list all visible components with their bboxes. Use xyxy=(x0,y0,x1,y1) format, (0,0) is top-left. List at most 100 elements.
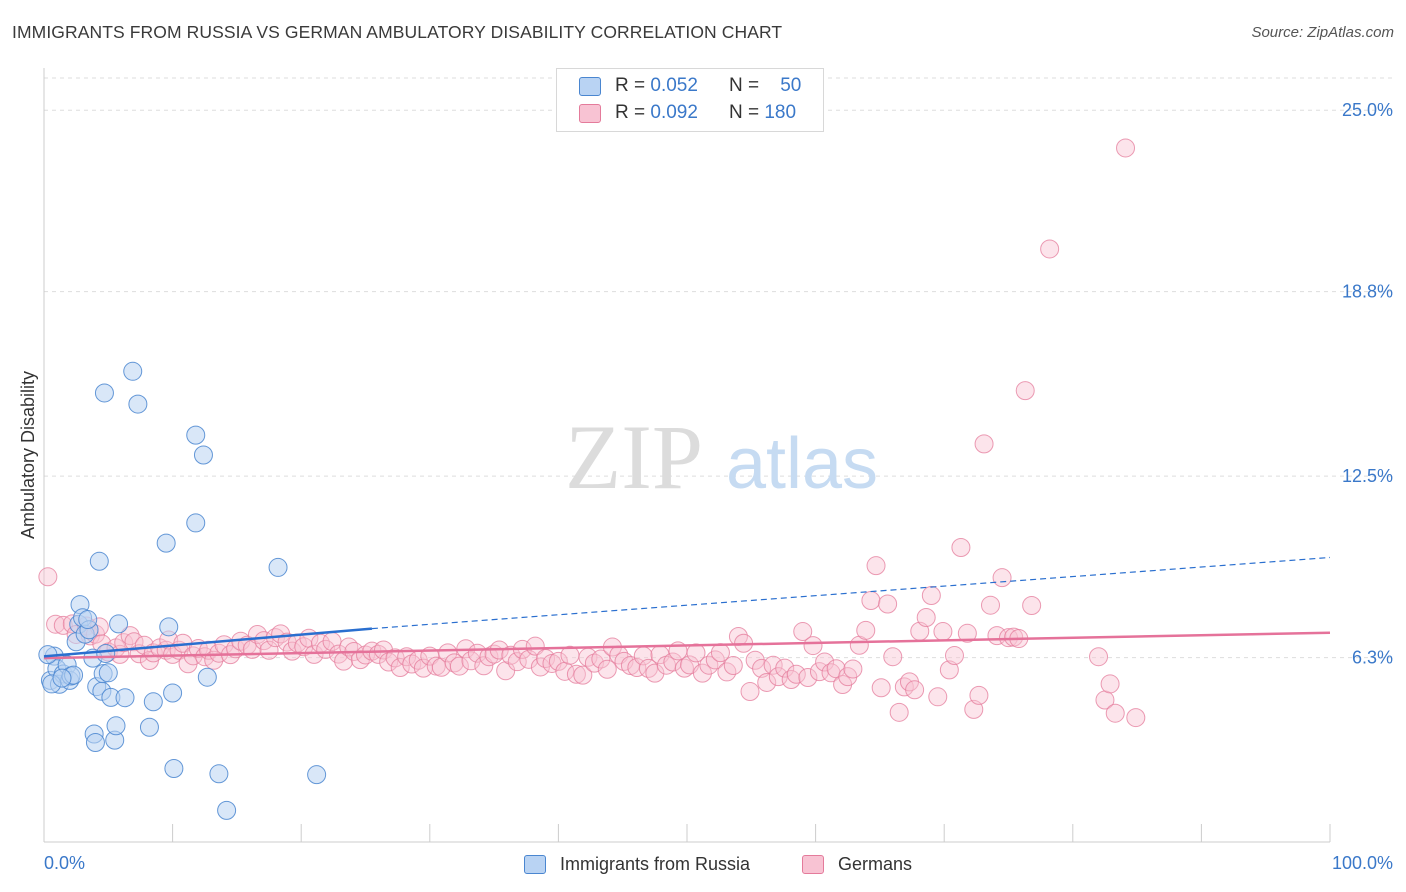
german-point xyxy=(798,667,818,687)
russia-point xyxy=(186,513,206,533)
russia-point xyxy=(106,716,126,736)
trend-lines xyxy=(43,556,1331,660)
german-point xyxy=(964,699,984,719)
german-point xyxy=(1015,381,1035,401)
legend-n-value: 180 xyxy=(764,102,797,123)
german-point xyxy=(254,631,274,651)
german-point xyxy=(374,640,394,660)
russia-point xyxy=(209,764,229,784)
german-point xyxy=(740,682,760,702)
german-point xyxy=(883,647,903,667)
german-point xyxy=(479,647,499,667)
german-point xyxy=(939,660,959,680)
russia-point xyxy=(139,717,159,737)
german-point xyxy=(905,680,925,700)
russia-points xyxy=(38,361,327,820)
german-point xyxy=(878,594,898,614)
german-point xyxy=(775,658,795,678)
russia-point xyxy=(164,759,184,779)
german-point xyxy=(1105,703,1125,723)
german-point xyxy=(438,643,458,663)
german-point xyxy=(1116,138,1136,158)
german-point xyxy=(390,658,410,678)
russia-point xyxy=(186,425,206,445)
russia-point xyxy=(94,383,114,403)
german-trend-line xyxy=(43,631,1331,660)
german-point xyxy=(921,586,941,606)
german-point xyxy=(803,636,823,656)
german-point xyxy=(856,620,876,640)
german-point xyxy=(992,568,1012,588)
x-tick-label-min: 0.0% xyxy=(44,853,85,873)
german-point xyxy=(974,434,994,454)
russia-point xyxy=(78,610,98,630)
german-point xyxy=(843,659,863,679)
german-point xyxy=(980,595,1000,615)
german-point xyxy=(944,646,964,666)
russia-point xyxy=(96,643,116,663)
german-point xyxy=(566,664,586,684)
russia-point xyxy=(115,688,135,708)
german-point xyxy=(645,663,665,683)
german-point xyxy=(933,622,953,642)
german-point xyxy=(686,643,706,663)
german-point xyxy=(663,652,683,672)
bottom-legend-russia: Immigrants from Russia xyxy=(524,852,750,876)
russia-point xyxy=(156,533,176,553)
german-point xyxy=(699,655,719,675)
german-point xyxy=(597,659,617,679)
german-point xyxy=(573,665,593,685)
russia-point xyxy=(85,732,105,752)
legend-r-value: 0.092 xyxy=(650,102,698,123)
russia-point xyxy=(128,394,148,414)
russia-point xyxy=(307,765,327,785)
german-point xyxy=(889,702,909,722)
axes xyxy=(43,68,1331,843)
german-point xyxy=(124,632,144,652)
russia-trend-extension xyxy=(371,556,1331,630)
correlation-legend: R = 0.052 N = 50 R = 0.092 N = 180 xyxy=(556,68,824,132)
bottom-legend-label-russia: Immigrants from Russia xyxy=(560,853,751,874)
german-point xyxy=(449,656,469,676)
german-point xyxy=(786,664,806,684)
bottom-legend-swatch-russia xyxy=(524,854,546,874)
y-tick-label: 12.5% xyxy=(1342,466,1393,486)
source-note: Source: ZipAtlas.com xyxy=(1251,24,1394,41)
german-point xyxy=(957,623,977,643)
german-point xyxy=(444,653,464,673)
russia-point xyxy=(268,557,288,577)
german-point xyxy=(1022,595,1042,615)
chart-title: IMMIGRANTS FROM RUSSIA VS GERMAN AMBULAT… xyxy=(12,22,783,42)
german-point xyxy=(928,687,948,707)
german-point xyxy=(114,633,134,653)
german-point xyxy=(548,651,568,671)
russia-point xyxy=(159,617,179,637)
german-point xyxy=(861,591,881,611)
german-point xyxy=(591,649,611,669)
russia-point xyxy=(197,667,217,687)
german-point xyxy=(1089,647,1109,667)
russia-point xyxy=(52,668,72,688)
gridlines xyxy=(44,77,1393,659)
german-point xyxy=(763,655,783,675)
legend-swatch-germans xyxy=(579,103,601,123)
bottom-legend-germans: Germans xyxy=(802,852,912,876)
y-tick-labels: 25.0% 18.8% 12.5% 6.3% xyxy=(1342,100,1393,667)
russia-point xyxy=(98,663,118,683)
russia-point xyxy=(143,692,163,712)
y-axis-label: Ambulatory Disability xyxy=(18,371,38,539)
german-point xyxy=(304,644,324,664)
bottom-legend-label-germans: Germans xyxy=(838,853,913,874)
german-point xyxy=(793,622,813,642)
russia-point xyxy=(193,445,213,465)
legend-swatch-russia xyxy=(579,76,601,96)
legend-row-russia: R = 0.052 N = 50 xyxy=(579,73,801,99)
german-point xyxy=(723,655,743,675)
german-point xyxy=(969,685,989,705)
german-point xyxy=(951,538,971,558)
german-point xyxy=(1126,708,1146,728)
russia-point xyxy=(89,551,109,571)
german-point xyxy=(757,672,777,692)
legend-n-label: N = xyxy=(728,102,760,123)
